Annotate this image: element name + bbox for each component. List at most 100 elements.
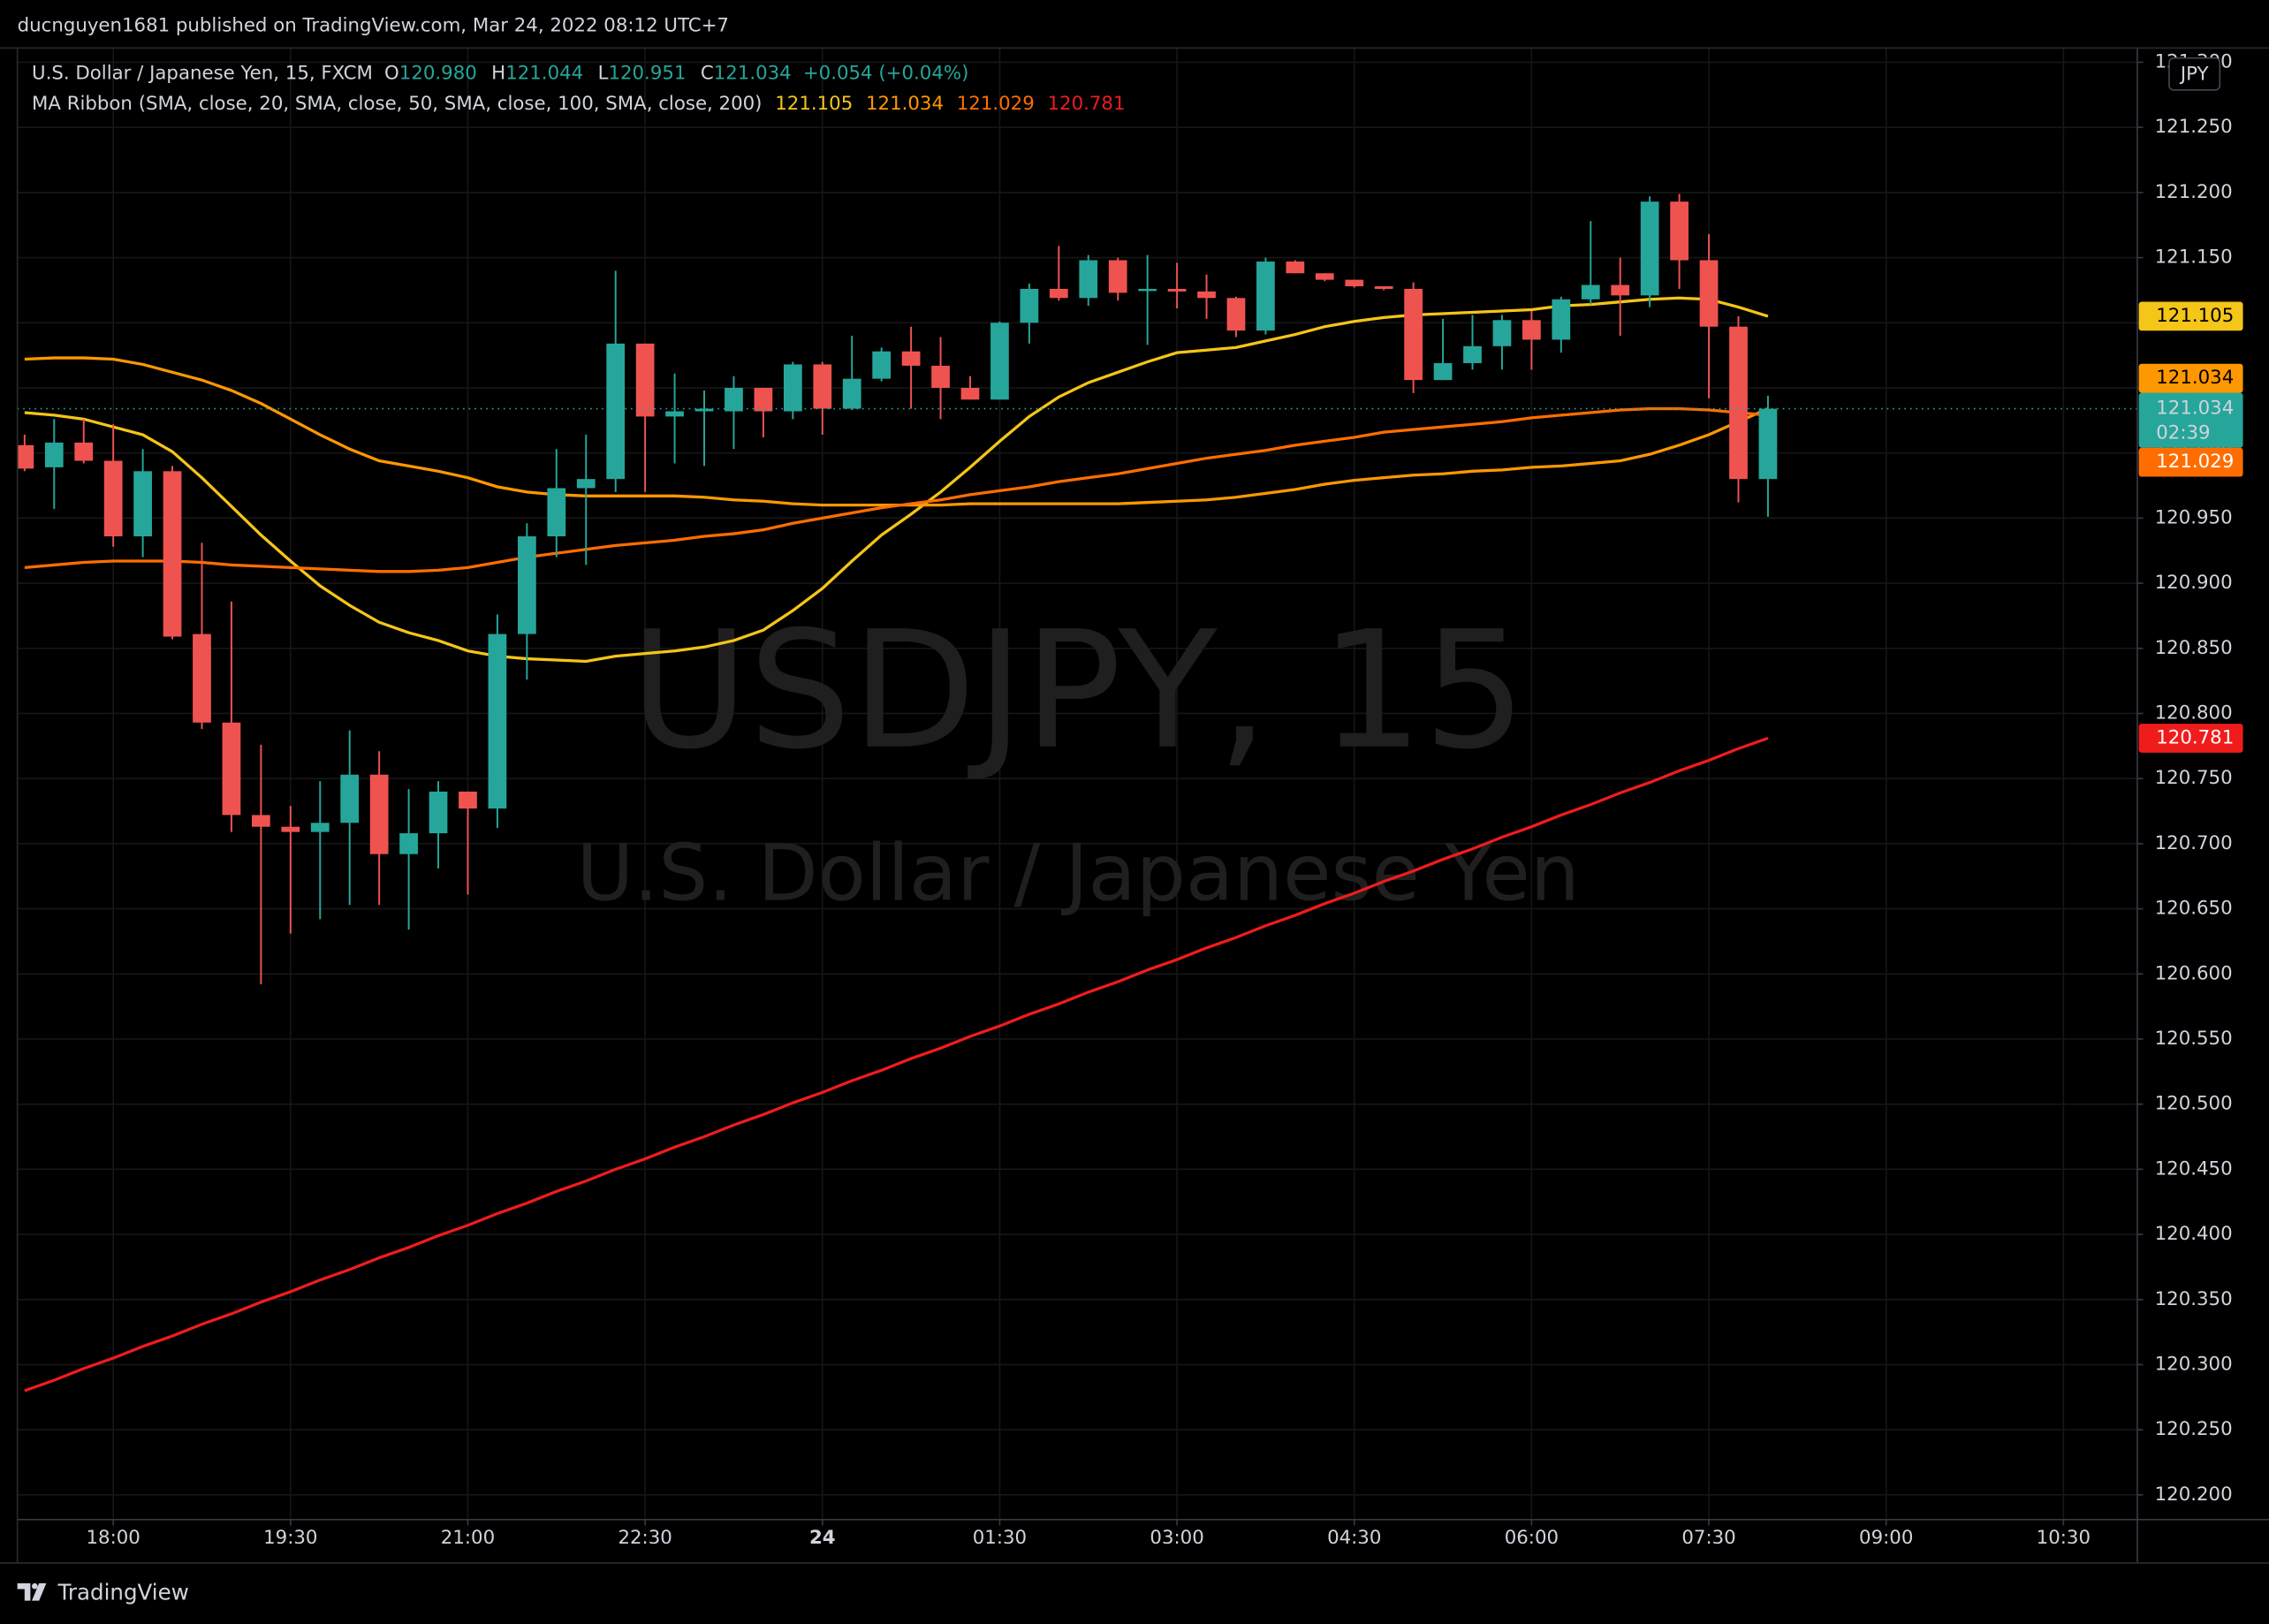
y-tick-label: 120.850 (2155, 637, 2233, 659)
ma-line (24, 296, 1769, 664)
candle-body (754, 387, 773, 412)
candle-body (1581, 285, 1600, 300)
candle-body (1079, 260, 1098, 299)
y-tick-label: 120.250 (2155, 1418, 2233, 1440)
ohlc-key: O (384, 63, 399, 85)
ohlc-value: 121.034 (714, 63, 792, 85)
ma-line (24, 406, 1769, 573)
candle-body (901, 351, 921, 366)
candle-body (1256, 261, 1275, 331)
candle-body (163, 471, 182, 637)
y-tick-label: 121.200 (2155, 181, 2233, 203)
candle-body (74, 442, 94, 461)
candle-body (193, 634, 211, 723)
candle-body (1315, 273, 1334, 280)
candle-body (694, 408, 714, 412)
indicator-title: MA Ribbon (SMA, close, 20, SMA, close, 5… (32, 93, 762, 115)
candle-body (842, 378, 861, 409)
candle-body (665, 411, 684, 417)
currency: JPY (2179, 64, 2210, 86)
y-tick-label: 120.800 (2155, 702, 2233, 724)
candle-body (1020, 288, 1039, 323)
last-price-label: 121.034 (2156, 398, 2234, 420)
ohlc-key: C (701, 63, 714, 85)
candle-body (44, 442, 64, 467)
candle-body (1522, 320, 1541, 340)
brand-name: TradingView (57, 1579, 189, 1605)
candle-body (17, 444, 34, 469)
candle-body (1108, 260, 1127, 293)
candle-body (1463, 345, 1482, 363)
y-tick-label: 121.250 (2155, 116, 2233, 138)
y-tick-label: 120.600 (2155, 962, 2233, 984)
y-tick-label: 120.750 (2155, 767, 2233, 789)
watermark-title: USDJPY, 15 (630, 597, 1527, 785)
x-tick-label: 24 (809, 1527, 836, 1549)
candle-body (222, 722, 241, 816)
x-tick-label: 04:30 (1327, 1527, 1381, 1549)
brand-logo (17, 1582, 47, 1601)
candle-body (606, 343, 626, 480)
ma-price-box (2138, 301, 2243, 331)
candle-body (547, 488, 566, 537)
candle-body (1729, 326, 1748, 480)
candle-body (133, 471, 152, 537)
x-tick-label: 03:00 (1150, 1527, 1203, 1549)
plot (17, 194, 2137, 1393)
candle-body (340, 774, 360, 823)
ma-price-box (2138, 363, 2243, 393)
y-tick-label: 120.350 (2155, 1288, 2233, 1310)
candle-body (1433, 362, 1453, 381)
candle-body (1640, 201, 1659, 296)
candle-body (429, 791, 448, 834)
ma-price-label: 121.034 (2156, 367, 2234, 389)
y-tick-label: 120.450 (2155, 1157, 2233, 1180)
currency-box: JPY (2168, 57, 2221, 91)
candle-body (103, 460, 123, 537)
y-tick-label: 120.300 (2155, 1353, 2233, 1375)
watermark-subtitle: U.S. Dollar / Japanese Yen (576, 828, 1579, 919)
candle-body (252, 815, 270, 827)
y-tick-label: 120.700 (2155, 832, 2233, 854)
x-tick-label: 06:00 (1505, 1527, 1559, 1549)
candle-body (1404, 288, 1423, 381)
countdown-label: 02:39 (2156, 421, 2210, 444)
y-tick-label: 120.950 (2155, 506, 2233, 528)
x-tick-label: 09:00 (1859, 1527, 1913, 1549)
candle-body (576, 479, 596, 489)
ma-price-label: 121.105 (2156, 305, 2234, 327)
candle-body (1699, 260, 1719, 327)
candle-body (399, 833, 418, 854)
x-tick-label: 01:30 (973, 1527, 1027, 1549)
y-tick-label: 120.500 (2155, 1093, 2233, 1115)
indicator-value: 121.029 (957, 93, 1035, 115)
candle-body (1611, 285, 1630, 296)
candle-body (1345, 279, 1364, 287)
candle-body (990, 323, 1009, 400)
candle-body (725, 387, 743, 412)
y-tick-label: 120.900 (2155, 572, 2233, 594)
candle-body (459, 791, 477, 809)
y-tick-label: 120.200 (2155, 1484, 2233, 1506)
x-tick-label: 19:30 (263, 1527, 317, 1549)
candle-body (960, 387, 980, 400)
candle-body (488, 634, 507, 809)
indicator-value: 120.781 (1048, 93, 1126, 115)
x-tick-label: 21:00 (441, 1527, 495, 1549)
legend-indicator: MA Ribbon (SMA, close, 20, SMA, close, 5… (32, 93, 1125, 115)
ohlc-key: H (491, 63, 505, 85)
candle-body (1670, 201, 1688, 261)
currency-frame (2168, 57, 2221, 91)
ohlc-value: 120.951 (608, 63, 686, 85)
ohlc-value: 121.044 (505, 63, 583, 85)
candle-body (813, 364, 832, 409)
candle-body (1167, 288, 1187, 292)
ma-price-box (2138, 724, 2243, 753)
candle-body (872, 351, 892, 379)
candle-body (1374, 286, 1393, 289)
indicator-value: 121.034 (866, 93, 944, 115)
x-tick-label: 22:30 (618, 1527, 672, 1549)
